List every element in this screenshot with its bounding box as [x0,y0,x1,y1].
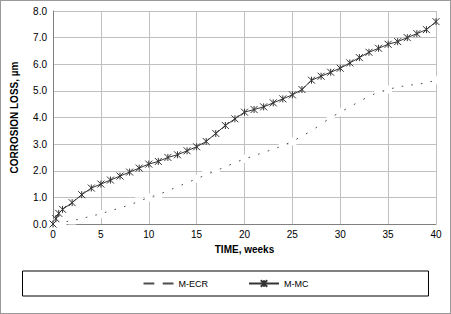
svg-text:3.0: 3.0 [33,139,47,150]
svg-text:40: 40 [430,229,442,240]
svg-text:5.0: 5.0 [33,85,47,96]
svg-text:7.0: 7.0 [33,32,47,43]
svg-text:25: 25 [287,229,299,240]
svg-text:8.0: 8.0 [33,6,47,17]
svg-text:35: 35 [383,229,395,240]
svg-text:6.0: 6.0 [33,59,47,70]
svg-text:15: 15 [191,229,203,240]
svg-text:4.0: 4.0 [33,112,47,123]
svg-text:20: 20 [239,229,251,240]
svg-text:30: 30 [335,229,347,240]
svg-text:0.0: 0.0 [33,219,47,230]
svg-text:TIME, weeks: TIME, weeks [215,244,275,255]
svg-text:CORROSION LOSS, µm: CORROSION LOSS, µm [9,61,20,173]
svg-text:M-ECR: M-ECR [179,279,209,289]
svg-text:5: 5 [98,229,104,240]
svg-text:1.0: 1.0 [33,192,47,203]
svg-text:M-MC: M-MC [284,279,309,289]
svg-text:0: 0 [50,229,56,240]
svg-text:10: 10 [143,229,155,240]
svg-text:2.0: 2.0 [33,165,47,176]
